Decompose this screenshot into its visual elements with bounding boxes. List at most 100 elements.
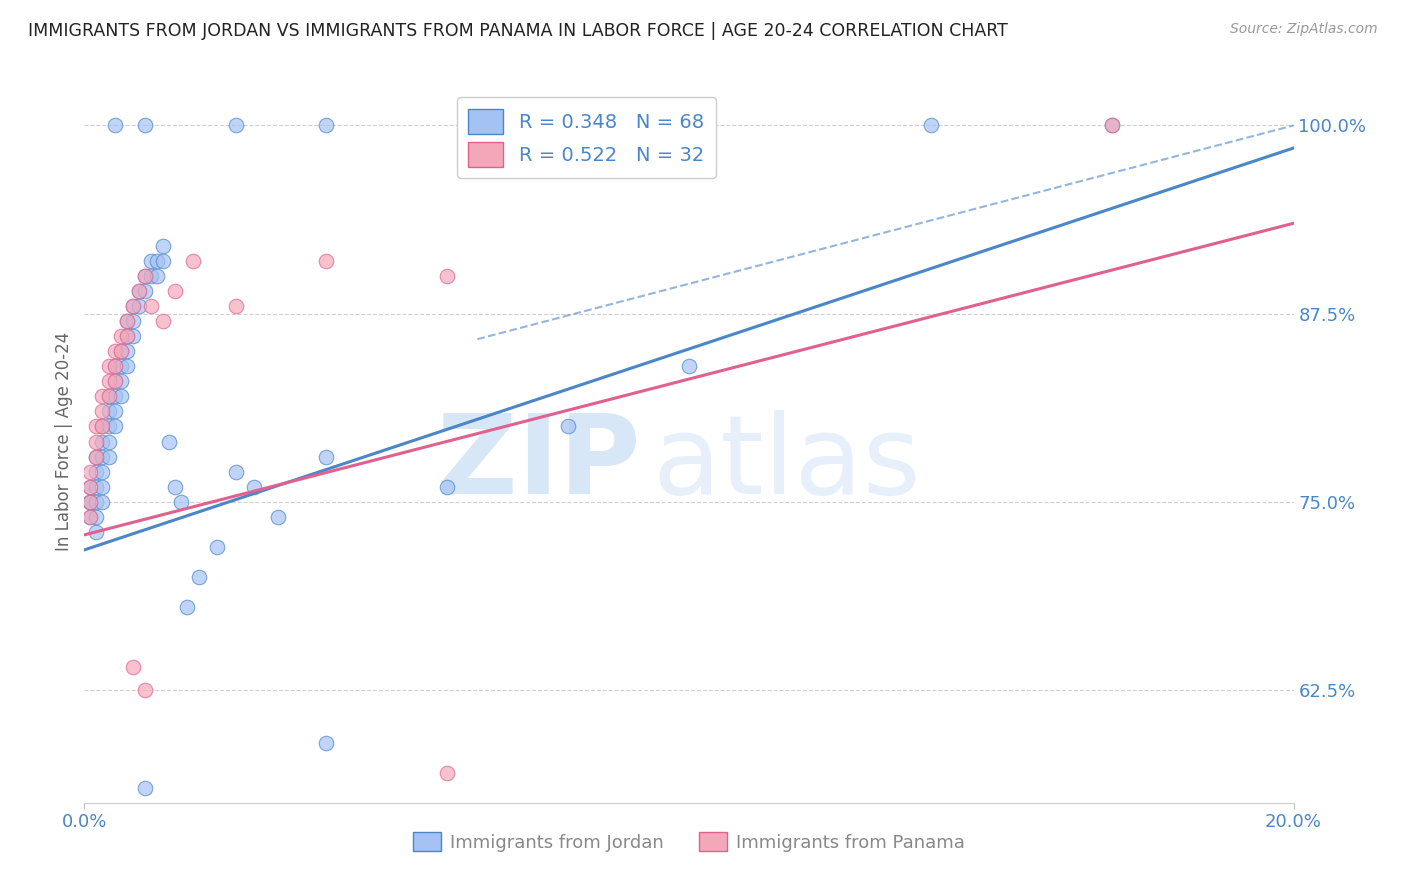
Point xyxy=(315,119,337,133)
Point xyxy=(104,375,127,389)
Point xyxy=(170,495,193,509)
Point xyxy=(97,359,120,374)
Point xyxy=(91,434,114,449)
Point xyxy=(267,509,290,524)
Point xyxy=(134,284,156,298)
Point xyxy=(115,314,138,328)
Point xyxy=(128,284,150,298)
Point xyxy=(207,540,229,554)
Point xyxy=(79,495,101,509)
Point xyxy=(1101,119,1123,133)
Point xyxy=(188,570,211,584)
Text: Source: ZipAtlas.com: Source: ZipAtlas.com xyxy=(1230,22,1378,37)
Point xyxy=(920,119,942,133)
Point xyxy=(104,419,127,434)
Point xyxy=(134,119,156,133)
Point xyxy=(115,344,138,359)
Point xyxy=(104,119,127,133)
Point xyxy=(86,495,108,509)
Point xyxy=(79,465,101,479)
Point xyxy=(436,268,458,283)
Point xyxy=(104,359,127,374)
Point xyxy=(91,480,114,494)
Point xyxy=(110,389,132,403)
Point xyxy=(225,119,247,133)
Point xyxy=(104,344,127,359)
Point xyxy=(97,389,120,403)
Point xyxy=(165,284,187,298)
Point xyxy=(104,359,127,374)
Point xyxy=(104,375,127,389)
Point xyxy=(79,495,101,509)
Point xyxy=(436,480,458,494)
Point xyxy=(176,600,198,615)
Point xyxy=(86,465,108,479)
Point xyxy=(242,480,264,494)
Point xyxy=(97,434,120,449)
Point xyxy=(152,314,174,328)
Point xyxy=(91,419,114,434)
Point xyxy=(91,465,114,479)
Point xyxy=(134,682,156,697)
Legend: Immigrants from Jordan, Immigrants from Panama: Immigrants from Jordan, Immigrants from … xyxy=(406,825,972,859)
Point xyxy=(86,434,108,449)
Point xyxy=(121,299,143,313)
Point xyxy=(134,780,156,795)
Point xyxy=(97,375,120,389)
Point xyxy=(86,480,108,494)
Point xyxy=(115,329,138,343)
Point xyxy=(121,329,143,343)
Point xyxy=(121,660,143,674)
Point xyxy=(79,509,101,524)
Point xyxy=(110,329,132,343)
Point xyxy=(315,736,337,750)
Point xyxy=(79,495,101,509)
Point xyxy=(315,254,337,268)
Point xyxy=(225,299,247,313)
Point xyxy=(146,254,169,268)
Point xyxy=(97,450,120,464)
Point xyxy=(79,509,101,524)
Text: atlas: atlas xyxy=(652,409,921,516)
Point xyxy=(115,359,138,374)
Point xyxy=(91,450,114,464)
Point xyxy=(97,419,120,434)
Y-axis label: In Labor Force | Age 20-24: In Labor Force | Age 20-24 xyxy=(55,332,73,551)
Point xyxy=(110,344,132,359)
Point xyxy=(128,284,150,298)
Point xyxy=(115,314,138,328)
Point xyxy=(165,480,187,494)
Point xyxy=(79,480,101,494)
Point xyxy=(134,268,156,283)
Point xyxy=(86,524,108,539)
Point xyxy=(86,450,108,464)
Point xyxy=(617,119,640,133)
Point xyxy=(678,359,700,374)
Point xyxy=(467,119,489,133)
Point xyxy=(157,434,180,449)
Point xyxy=(97,389,120,403)
Point xyxy=(91,495,114,509)
Point xyxy=(436,765,458,780)
Point xyxy=(110,359,132,374)
Point xyxy=(104,404,127,418)
Point xyxy=(181,254,204,268)
Point xyxy=(152,254,174,268)
Point xyxy=(97,404,120,418)
Point xyxy=(91,404,114,418)
Point xyxy=(86,419,108,434)
Point xyxy=(121,299,143,313)
Point xyxy=(225,465,247,479)
Text: ZIP: ZIP xyxy=(437,409,641,516)
Point xyxy=(115,329,138,343)
Point xyxy=(315,450,337,464)
Point xyxy=(79,480,101,494)
Point xyxy=(139,268,162,283)
Point xyxy=(121,314,143,328)
Point xyxy=(128,299,150,313)
Point xyxy=(86,450,108,464)
Point xyxy=(139,254,162,268)
Point xyxy=(134,268,156,283)
Text: IMMIGRANTS FROM JORDAN VS IMMIGRANTS FROM PANAMA IN LABOR FORCE | AGE 20-24 CORR: IMMIGRANTS FROM JORDAN VS IMMIGRANTS FRO… xyxy=(28,22,1008,40)
Point xyxy=(91,419,114,434)
